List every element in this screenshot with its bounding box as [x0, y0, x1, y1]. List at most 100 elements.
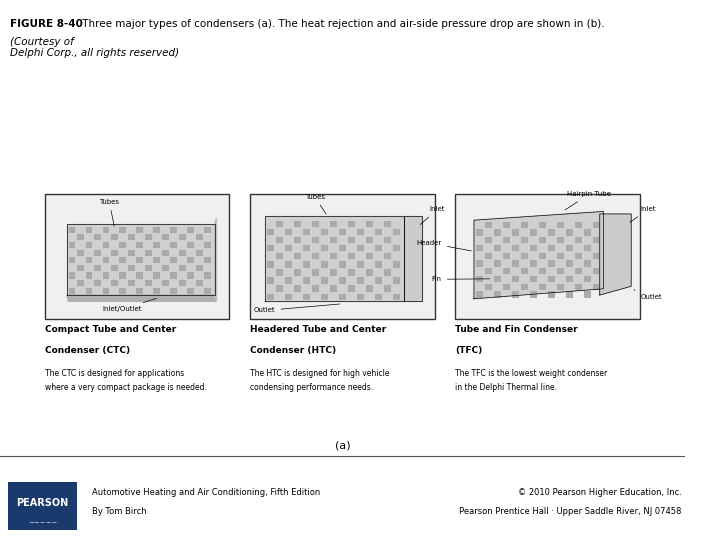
Bar [548, 245, 555, 251]
Bar [476, 230, 483, 235]
Text: Tubes: Tubes [305, 194, 326, 214]
Bar [94, 234, 101, 240]
Text: The HTC is designed for high vehicle: The HTC is designed for high vehicle [250, 369, 390, 378]
Bar [266, 261, 274, 268]
Bar [593, 268, 600, 274]
Text: Three major types of condensers (a). The heat rejection and air-side pressure dr: Three major types of condensers (a). The… [78, 19, 608, 29]
Bar [68, 273, 76, 279]
Bar [145, 234, 152, 240]
Bar [86, 288, 92, 294]
Bar [204, 257, 211, 264]
Bar [530, 292, 537, 298]
Polygon shape [474, 212, 603, 299]
Bar [312, 286, 319, 292]
Bar [187, 242, 194, 248]
Bar [204, 227, 211, 233]
Text: Outlet: Outlet [634, 290, 662, 300]
Bar [68, 242, 76, 248]
Bar [476, 292, 483, 298]
Bar [512, 245, 519, 251]
Bar [137, 227, 143, 233]
Bar [204, 273, 211, 279]
Bar [302, 228, 310, 235]
Bar [593, 222, 600, 228]
Bar [503, 237, 510, 244]
Bar [593, 237, 600, 244]
Text: (a): (a) [335, 440, 351, 450]
Bar [557, 284, 564, 290]
Bar [266, 245, 274, 252]
Bar [68, 257, 76, 264]
Bar [557, 222, 564, 228]
Bar [512, 230, 519, 235]
Bar [187, 273, 194, 279]
Bar [539, 222, 546, 228]
Bar [77, 234, 84, 240]
Bar [566, 230, 573, 235]
Bar [276, 269, 283, 276]
Bar [102, 273, 109, 279]
Polygon shape [403, 217, 422, 301]
Bar [338, 228, 346, 235]
Text: ~~~~~: ~~~~~ [28, 519, 57, 526]
Bar [171, 257, 177, 264]
Bar [120, 257, 126, 264]
Text: Tubes: Tubes [99, 199, 120, 226]
Bar [476, 245, 483, 251]
Polygon shape [600, 214, 631, 295]
Bar [338, 294, 346, 300]
Bar [512, 260, 519, 267]
Bar [294, 220, 301, 227]
Bar [584, 260, 591, 267]
Text: Headered Tube and Center: Headered Tube and Center [250, 325, 386, 334]
Text: Inlet/Outlet: Inlet/Outlet [102, 299, 156, 312]
Bar [476, 260, 483, 267]
Bar [539, 268, 546, 274]
Bar [196, 234, 202, 240]
Bar [179, 234, 186, 240]
Bar [276, 286, 283, 292]
Text: The TFC is the lowest weight condenser: The TFC is the lowest weight condenser [456, 369, 608, 378]
Polygon shape [265, 217, 403, 301]
Bar [94, 249, 101, 255]
Bar [312, 269, 319, 276]
Bar [485, 253, 492, 259]
Bar [521, 284, 528, 290]
Bar [120, 242, 126, 248]
Bar [530, 276, 537, 282]
Bar [162, 280, 168, 286]
Bar [266, 228, 274, 235]
Bar [348, 220, 355, 227]
Bar [566, 292, 573, 298]
Bar [366, 237, 373, 243]
Text: Header: Header [417, 240, 472, 251]
Text: Inlet: Inlet [420, 206, 445, 225]
Bar [111, 265, 118, 271]
Bar [348, 253, 355, 260]
Bar [153, 288, 161, 294]
Text: Automotive Heating and Air Conditioning, Fifth Edition: Automotive Heating and Air Conditioning,… [92, 488, 320, 497]
Text: FIGURE 8-40: FIGURE 8-40 [10, 19, 83, 29]
Bar [374, 228, 382, 235]
Bar [294, 237, 301, 243]
Bar [171, 227, 177, 233]
Bar [284, 278, 292, 284]
Bar [320, 278, 328, 284]
Bar [575, 222, 582, 228]
Bar [485, 237, 492, 244]
Bar [302, 294, 310, 300]
Bar [204, 288, 211, 294]
Bar [374, 294, 382, 300]
Bar [153, 242, 161, 248]
Bar [584, 276, 591, 282]
Bar [485, 222, 492, 228]
Bar [266, 278, 274, 284]
Bar [187, 257, 194, 264]
Bar [162, 265, 168, 271]
Bar [111, 234, 118, 240]
Bar [521, 253, 528, 259]
Text: Tube and Fin Condenser: Tube and Fin Condenser [456, 325, 578, 334]
Bar [294, 269, 301, 276]
Bar [566, 245, 573, 251]
Polygon shape [215, 218, 217, 301]
